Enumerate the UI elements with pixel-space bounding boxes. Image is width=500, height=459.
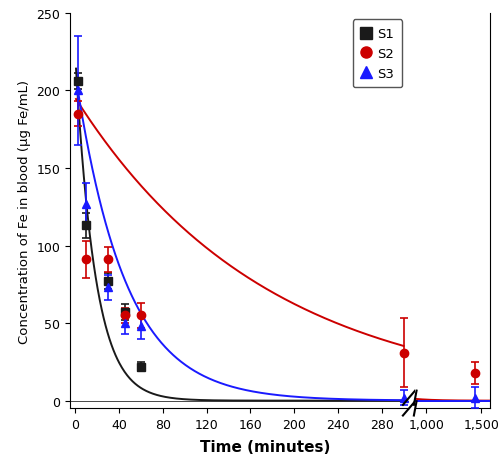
- Y-axis label: Concentration of Fe in blood (μg Fe/mL): Concentration of Fe in blood (μg Fe/mL): [18, 79, 31, 343]
- Text: Time (minutes): Time (minutes): [200, 439, 330, 454]
- Legend: S1, S2, S3: S1, S2, S3: [352, 20, 403, 88]
